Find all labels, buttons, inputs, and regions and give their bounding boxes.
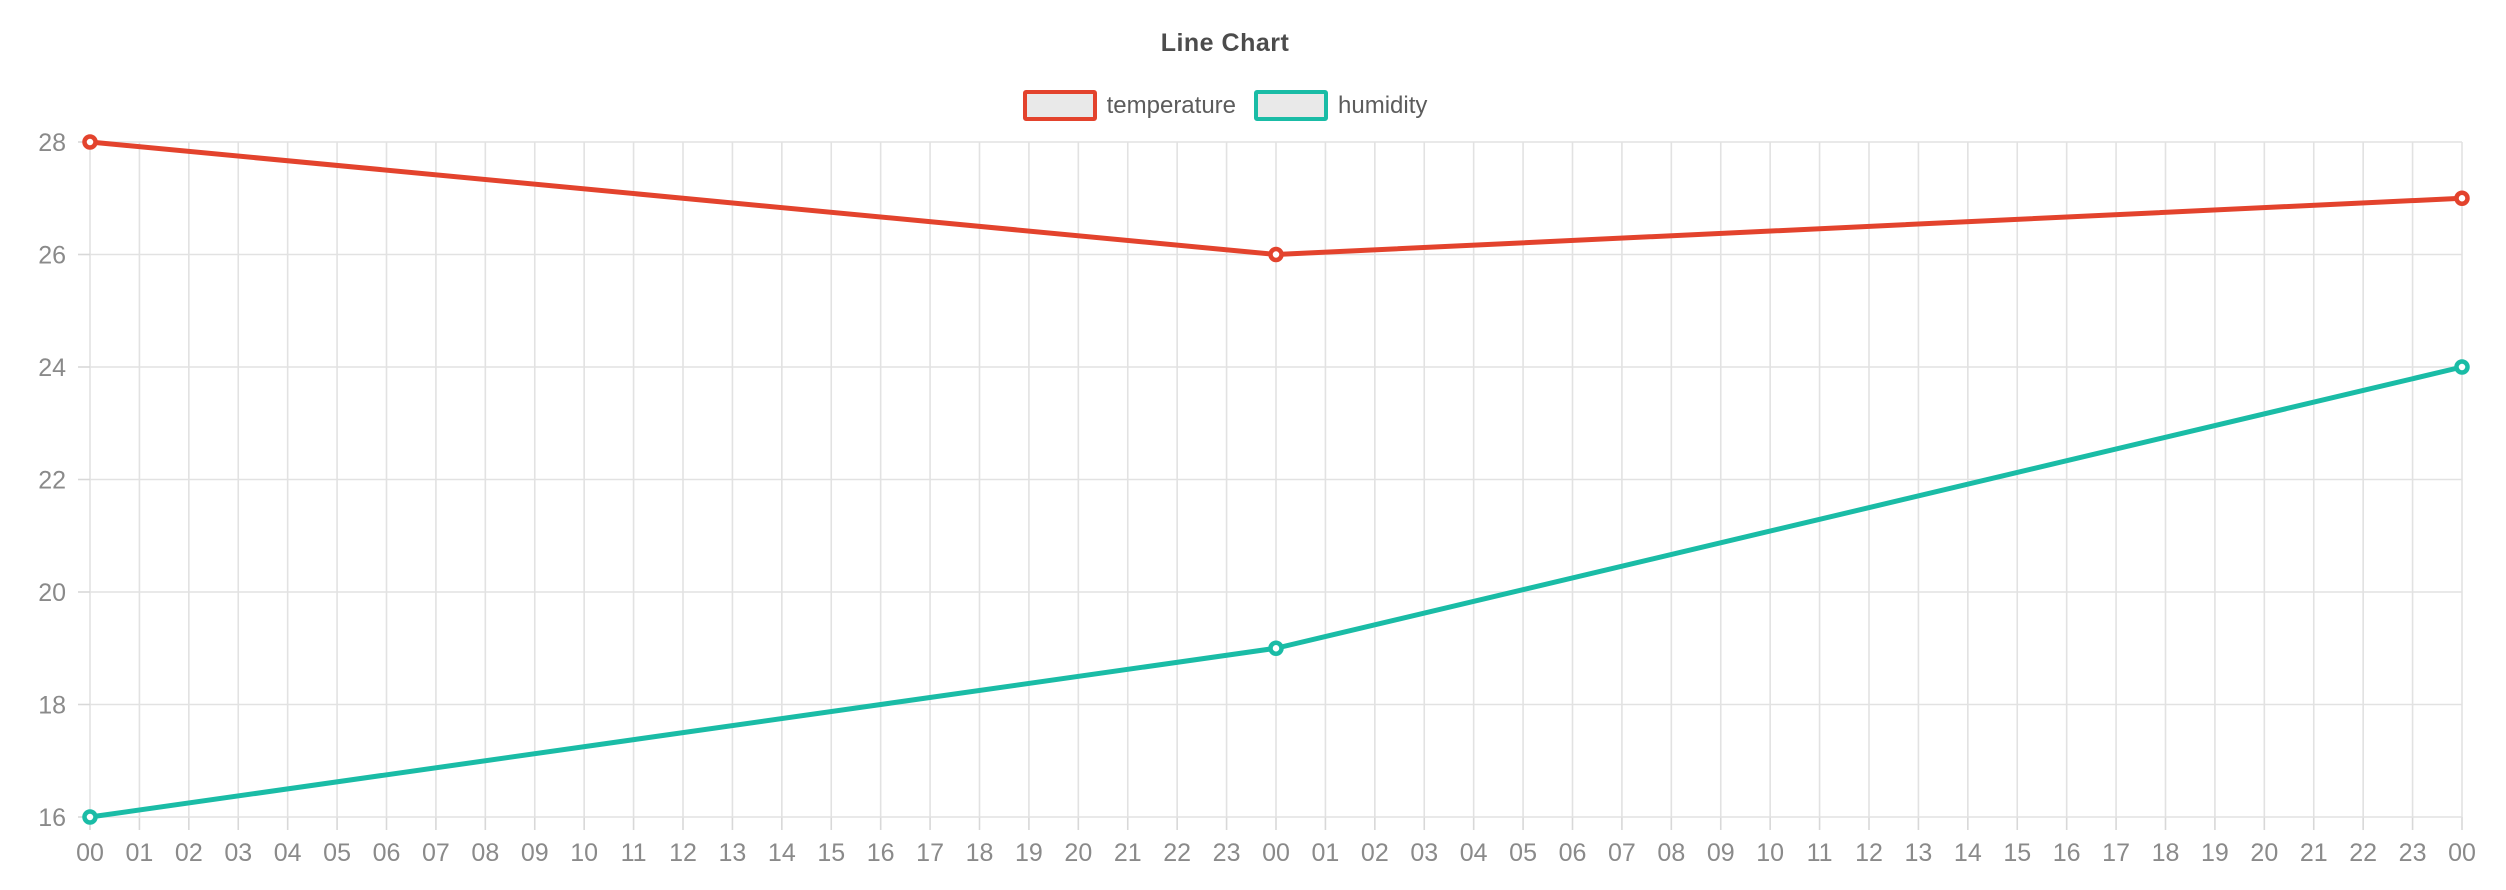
- x-tick-label: 07: [1608, 839, 1636, 867]
- x-tick-label: 06: [1559, 839, 1587, 867]
- x-tick-label: 20: [1064, 839, 1092, 867]
- legend-label: humidity: [1338, 91, 1428, 119]
- x-tick-label: 23: [2399, 839, 2427, 867]
- x-tick-label: 10: [1756, 839, 1784, 867]
- chart-title: Line Chart: [1160, 29, 1290, 57]
- x-tick-label: 00: [1262, 839, 1290, 867]
- x-tick-label: 03: [224, 839, 252, 867]
- legend-label: temperature: [1106, 91, 1237, 119]
- y-tick-label: 28: [38, 129, 66, 157]
- data-point-temperature: [82, 134, 98, 150]
- x-tick-label: 08: [1657, 839, 1685, 867]
- x-tick-label: 02: [175, 839, 203, 867]
- x-tick-label: 15: [2003, 839, 2031, 867]
- y-tick-label: 26: [38, 242, 66, 270]
- legend-item-humidity[interactable]: humidity: [1254, 90, 1427, 121]
- x-tick-label: 07: [422, 839, 450, 867]
- x-tick-label: 12: [1855, 839, 1883, 867]
- y-tick-label: 18: [38, 692, 66, 720]
- y-tick-label: 24: [38, 354, 66, 382]
- x-tick-label: 04: [274, 839, 302, 867]
- x-tick-label: 22: [1163, 839, 1191, 867]
- x-tick-label: 19: [2201, 839, 2229, 867]
- x-tick-label: 15: [817, 839, 845, 867]
- x-tick-label: 05: [1509, 839, 1537, 867]
- x-tick-label: 03: [1410, 839, 1438, 867]
- data-point-temperature: [2454, 190, 2470, 206]
- x-tick-label: 12: [669, 839, 697, 867]
- x-tick-label: 05: [323, 839, 351, 867]
- y-tick-label: 16: [38, 804, 66, 832]
- x-tick-label: 14: [1954, 839, 1982, 867]
- x-tick-label: 02: [1361, 839, 1389, 867]
- x-tick-label: 09: [1707, 839, 1735, 867]
- x-tick-label: 14: [768, 839, 796, 867]
- chart-legend: temperature humidity: [0, 90, 2450, 121]
- x-tick-label: 17: [2102, 839, 2130, 867]
- x-tick-label: 01: [126, 839, 154, 867]
- y-tick-label: 20: [38, 579, 66, 607]
- data-point-humidity: [82, 809, 98, 825]
- legend-item-temperature[interactable]: temperature: [1022, 90, 1237, 121]
- x-tick-label: 08: [471, 839, 499, 867]
- x-tick-label: 13: [719, 839, 747, 867]
- x-tick-label: 21: [1114, 839, 1142, 867]
- x-tick-label: 13: [1905, 839, 1933, 867]
- data-point-temperature: [1268, 246, 1284, 263]
- x-tick-label: 18: [2152, 839, 2180, 867]
- legend-marker-temperature-icon: [1022, 90, 1097, 121]
- x-tick-label: 22: [2349, 839, 2377, 867]
- x-tick-label: 10: [570, 839, 598, 867]
- x-tick-label: 04: [1460, 839, 1488, 867]
- x-tick-label: 17: [916, 839, 944, 867]
- x-tick-label: 16: [867, 839, 895, 867]
- data-point-humidity: [2454, 359, 2470, 375]
- x-tick-label: 01: [1312, 839, 1340, 867]
- x-tick-label: 16: [2053, 839, 2081, 867]
- x-tick-label: 09: [521, 839, 549, 867]
- data-point-humidity: [1268, 640, 1284, 656]
- legend-marker-humidity-icon: [1254, 90, 1329, 121]
- x-tick-label: 00: [76, 839, 104, 867]
- x-tick-label: 11: [1807, 839, 1833, 867]
- x-tick-label: 20: [2250, 839, 2278, 867]
- x-tick-label: 00: [2448, 839, 2476, 867]
- x-tick-label: 19: [1015, 839, 1043, 867]
- x-tick-label: 23: [1213, 839, 1241, 867]
- x-tick-label: 11: [621, 839, 647, 867]
- y-tick-label: 22: [38, 467, 66, 495]
- x-tick-label: 18: [966, 839, 994, 867]
- x-tick-label: 06: [373, 839, 401, 867]
- x-tick-label: 21: [2300, 839, 2328, 867]
